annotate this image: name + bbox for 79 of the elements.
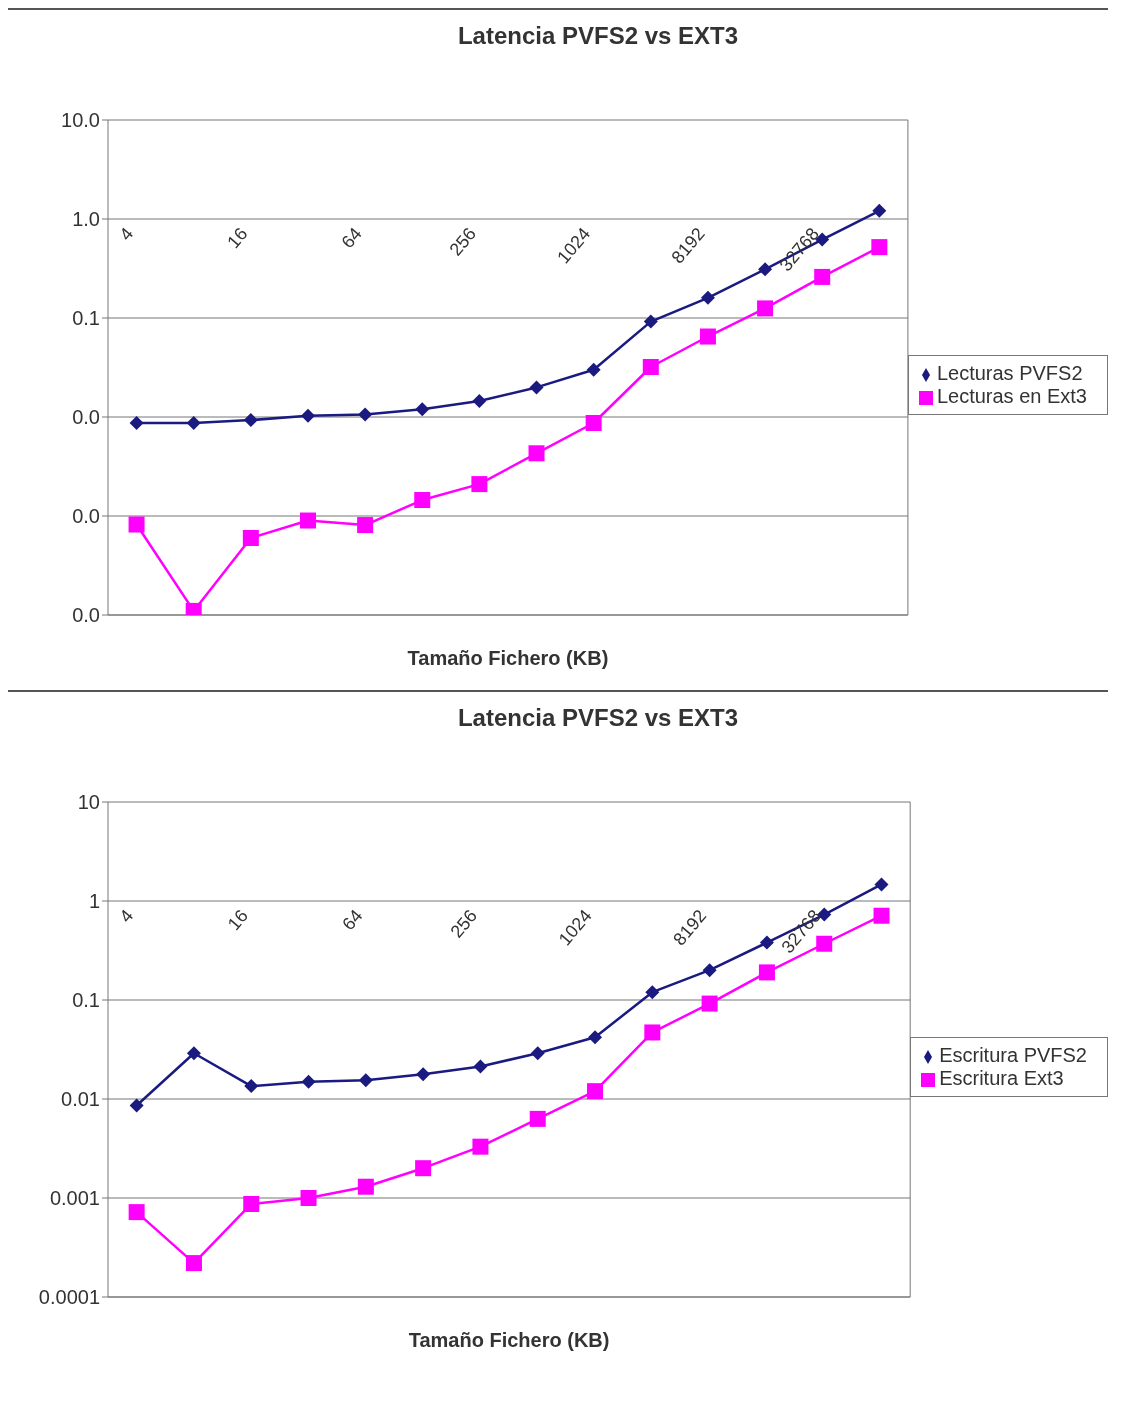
y-tick-label: 0.001 — [49, 1187, 100, 1210]
point — [530, 1046, 545, 1061]
point — [300, 408, 315, 423]
point — [472, 394, 487, 409]
x-tick-label: 64 — [338, 905, 367, 934]
x-tick-label: 256 — [445, 223, 481, 260]
y-tick-label: 0.0 — [72, 406, 100, 429]
point — [585, 414, 602, 431]
point — [415, 1160, 432, 1177]
point — [528, 445, 545, 462]
legend-label: Lecturas en Ext3 — [936, 385, 1087, 407]
point — [699, 328, 716, 345]
point — [414, 492, 431, 509]
y-tick-label: 1 — [88, 890, 100, 913]
point — [415, 402, 430, 417]
y-tick-label: 0.0001 — [38, 1286, 100, 1309]
point — [472, 1138, 489, 1155]
x-axis-title: Tamaño Fichero (KB) — [408, 1329, 610, 1351]
point — [244, 1079, 259, 1094]
point — [871, 239, 888, 256]
point — [129, 1098, 144, 1113]
point — [587, 1083, 604, 1100]
y-tick-label: 0.1 — [72, 307, 100, 330]
point — [416, 1067, 431, 1082]
x-tick-label: 16 — [223, 905, 252, 934]
y-tick-label: 0.01 — [61, 1088, 100, 1111]
y-tick-label: 0.0 — [72, 505, 100, 528]
point — [357, 517, 374, 534]
point — [643, 314, 658, 329]
point — [759, 935, 774, 950]
point — [757, 300, 774, 317]
point — [873, 907, 890, 924]
point — [128, 1204, 145, 1221]
y-tick-label: 1.0 — [72, 208, 100, 231]
point — [185, 1255, 202, 1272]
point — [186, 1046, 201, 1061]
point — [702, 963, 717, 978]
x-tick-label: 4 — [115, 905, 138, 927]
point — [243, 1195, 260, 1212]
point — [129, 415, 144, 430]
point — [301, 1074, 316, 1089]
legend-label: Escritura PVFS2 — [939, 1044, 1087, 1066]
point — [529, 1110, 546, 1127]
point — [358, 1073, 373, 1088]
point — [588, 1030, 603, 1045]
point — [357, 1178, 374, 1195]
point — [758, 964, 775, 981]
x-tick-label: 16 — [223, 223, 252, 252]
point — [243, 413, 258, 428]
point — [700, 290, 715, 305]
point — [529, 380, 544, 395]
chart-title: Latencia PVFS2 vs EXT3 — [456, 704, 740, 732]
x-tick-label: 64 — [337, 223, 366, 252]
point — [586, 362, 601, 377]
point — [128, 516, 145, 533]
y-tick-label: 0.0 — [72, 604, 100, 627]
chart-title: Latencia PVFS2 vs EXT3 — [456, 22, 740, 50]
point — [358, 407, 373, 422]
point — [645, 985, 660, 1000]
legend-label: Escritura Ext3 — [939, 1067, 1064, 1089]
x-tick-label: 256 — [446, 905, 482, 942]
y-tick-label: 0.1 — [72, 989, 100, 1012]
point — [642, 358, 659, 375]
point — [300, 1190, 317, 1206]
legend-label: Lecturas PVFS2 — [936, 362, 1083, 384]
y-tick-label: 10.0 — [61, 109, 100, 132]
y-tick-label: 10 — [77, 791, 100, 814]
point — [299, 512, 316, 529]
point — [473, 1059, 488, 1074]
point — [471, 476, 488, 493]
point — [644, 1024, 661, 1041]
point — [874, 877, 889, 892]
x-tick-label: 4 — [115, 223, 138, 245]
point — [242, 529, 259, 546]
point — [701, 995, 718, 1012]
point — [186, 415, 201, 430]
x-axis-title: Tamaño Fichero (KB) — [407, 647, 609, 669]
point — [872, 203, 887, 218]
point — [758, 262, 773, 277]
